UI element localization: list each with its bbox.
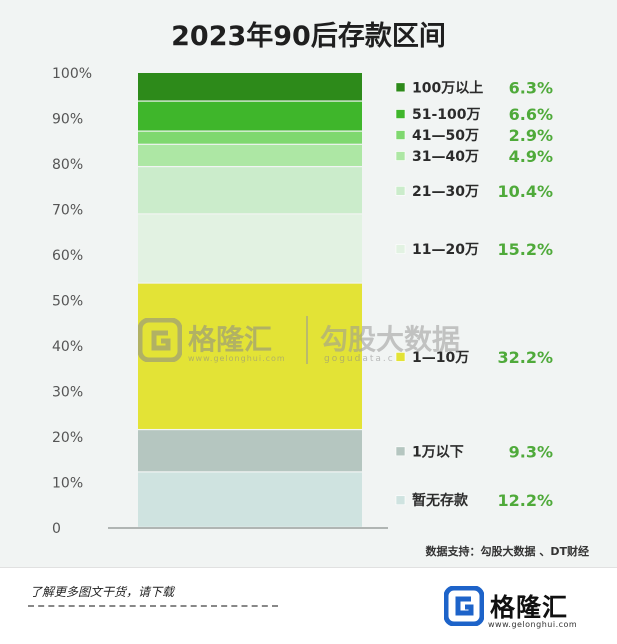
chart-card: 2023年90后存款区间 0 10% 20% 30% 40% 50% 60% 70% 80% 90… [52, 21, 589, 558]
gelonghui-logo-icon [444, 586, 484, 626]
segment-value-label: 6.6% [509, 105, 553, 124]
y-tick-label: 60% [52, 248, 83, 264]
watermark-name: 格隆汇 [188, 323, 273, 356]
legend-swatch [395, 82, 406, 93]
bar-segment [138, 214, 362, 283]
segment-value-label: 6.3% [509, 78, 553, 97]
segment-label: 11—20万 [412, 242, 479, 258]
segment-value-label: 10.4% [497, 182, 553, 201]
segment-value-label: 9.3% [509, 442, 553, 461]
segment-label: 41—50万 [412, 128, 479, 144]
bar-segment [138, 167, 362, 214]
y-tick-label: 50% [52, 294, 83, 310]
y-tick-label: 10% [52, 476, 83, 492]
footer-banner[interactable]: 了解更多图文干货，请下载 格隆汇 www.gelonghui.com [0, 567, 617, 644]
segment-label: 100万以上 [412, 80, 483, 96]
watermark-name-2: 勾股大数据 [320, 323, 461, 356]
segment-label: 51-100万 [412, 107, 481, 123]
watermark-separator [306, 316, 308, 364]
y-tick-label: 100% [52, 66, 92, 82]
y-tick-label: 90% [52, 112, 83, 128]
gelonghui-logo-icon [138, 318, 182, 362]
bar-segment [138, 101, 362, 131]
watermark-domain: www.gelonghui.com [188, 354, 286, 363]
bar-segment [138, 430, 362, 472]
legend-swatch [395, 151, 406, 161]
watermark-domain-2: gogudata.c [324, 354, 395, 364]
stacked-bar-chart: 0 10% 20% 30% 40% 50% 60% 70% 80% 90% 100% 暂无存款 12.2… [52, 66, 553, 537]
y-tick-label: 20% [52, 430, 83, 446]
y-tick-label: 30% [52, 385, 83, 401]
legend-swatch [395, 495, 406, 506]
legend-swatch [395, 244, 406, 254]
segment-value-label: 32.2% [497, 348, 553, 367]
legend-swatch [395, 186, 406, 196]
source-note: 数据支持：勾股大数据 、DT财经 [425, 545, 589, 558]
bar-segment [138, 131, 362, 144]
segment-label: 21—30万 [412, 184, 479, 200]
legend-swatch [395, 352, 406, 362]
segment-value-label: 15.2% [497, 240, 553, 259]
segment-label: 1—10万 [412, 350, 469, 366]
y-tick-label: 70% [52, 203, 83, 219]
y-tick-label: 40% [52, 339, 83, 355]
footer-logo[interactable]: 格隆汇 www.gelonghui.com [444, 586, 589, 636]
y-tick-label: 0 [52, 521, 61, 537]
segment-value-label: 2.9% [509, 126, 553, 145]
segment-label: 31—40万 [412, 149, 479, 165]
segment-value-label: 4.9% [509, 147, 553, 166]
segment-label: 暂无存款 [412, 492, 469, 509]
footer-download-text: 了解更多图文干货，请下载 [30, 585, 175, 599]
footer-dashed-line [28, 605, 278, 607]
chart-title: 2023年90后存款区间 [171, 21, 446, 52]
legend-swatch [395, 109, 406, 119]
y-tick-label: 80% [52, 157, 83, 173]
segment-label: 1万以下 [412, 444, 464, 460]
legend-swatch [395, 446, 406, 457]
legend-swatch [395, 130, 406, 140]
footer-logo-text: 格隆汇 [490, 593, 569, 622]
watermark: 格隆汇 www.gelonghui.com 勾股大数据 gogudata.c [138, 314, 478, 374]
bar-segment [138, 472, 362, 527]
segment-value-label: 12.2% [497, 491, 553, 510]
bar-segment [138, 73, 362, 101]
bar-segment [138, 144, 362, 166]
footer-logo-domain: www.gelonghui.com [488, 620, 578, 629]
